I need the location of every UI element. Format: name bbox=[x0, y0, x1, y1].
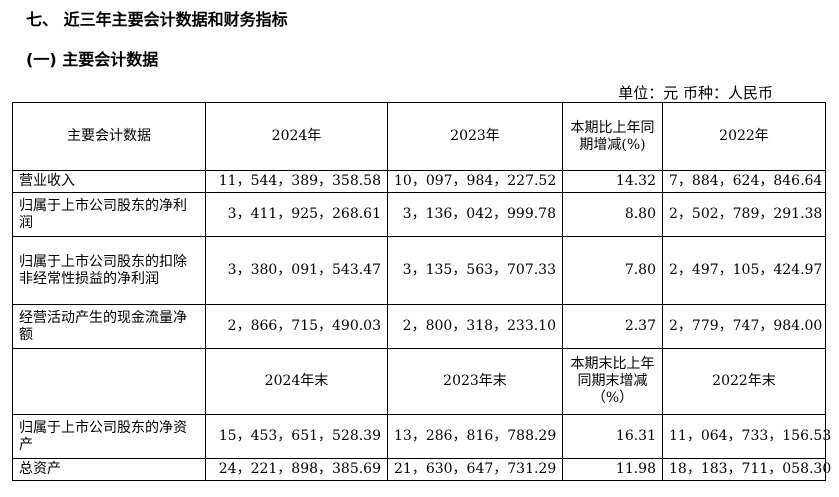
value-cell: 2，502，789，291.38 bbox=[662, 192, 826, 237]
value-cell: 3，136，042，999.78 bbox=[387, 192, 563, 237]
header-cell: 2023年 bbox=[387, 102, 563, 171]
value-cell: 2，497，105，424.97 bbox=[662, 236, 826, 305]
header-cell bbox=[12, 348, 206, 415]
table-row: 归属于上市公司股东的净利润 3，411，925，268.61 3，136，042… bbox=[12, 192, 826, 237]
change-cell: 11.98 bbox=[562, 458, 663, 481]
header-cell: 主要会计数据 bbox=[12, 102, 206, 171]
table-row: 归属于上市公司股东的净资产 15，453，651，528.39 13，286，8… bbox=[12, 414, 831, 459]
row-label: 营业收入 bbox=[12, 170, 206, 193]
accounting-data-table: 主要会计数据 2024年 2023年 本期比上年同期增减(%) 2022年 营业… bbox=[12, 102, 831, 481]
value-cell: 24，221，898，385.69 bbox=[205, 458, 388, 481]
value-cell: 3，411，925，268.61 bbox=[205, 192, 388, 237]
subsection-heading: (一) 主要会计数据 bbox=[26, 50, 159, 69]
value-cell: 3，380，091，543.47 bbox=[205, 236, 388, 305]
row-label: 总资产 bbox=[12, 458, 206, 481]
value-cell: 2，779，747，984.00 bbox=[662, 304, 826, 349]
value-cell: 13，286，816，788.29 bbox=[387, 414, 563, 459]
header-cell: 2022年末 bbox=[662, 348, 826, 415]
table-header-row: 2024年末 2023年末 本期末比上年同期末增减（%） 2022年末 bbox=[12, 348, 826, 415]
row-label: 归属于上市公司股东的扣除非经常性损益的净利润 bbox=[12, 236, 206, 305]
value-cell: 21，630，647，731.29 bbox=[387, 458, 563, 481]
header-cell: 2024年 bbox=[205, 102, 388, 171]
value-cell: 15，453，651，528.39 bbox=[205, 414, 388, 459]
row-label: 归属于上市公司股东的净利润 bbox=[12, 192, 206, 237]
change-cell: 8.80 bbox=[562, 192, 663, 237]
value-cell: 3，135，563，707.33 bbox=[387, 236, 563, 305]
value-cell: 11，544，389，358.58 bbox=[205, 170, 388, 193]
table-row: 归属于上市公司股东的扣除非经常性损益的净利润 3，380，091，543.47 … bbox=[12, 236, 826, 305]
unit-label: 单位：元 币种：人民币 bbox=[618, 84, 773, 102]
table-header-row: 主要会计数据 2024年 2023年 本期比上年同期增减(%) 2022年 bbox=[12, 102, 826, 171]
section-heading: 七、 近三年主要会计数据和财务指标 bbox=[26, 10, 288, 29]
change-cell: 14.32 bbox=[562, 170, 663, 193]
row-label: 归属于上市公司股东的净资产 bbox=[12, 414, 206, 459]
value-cell: 10，097，984，227.52 bbox=[387, 170, 563, 193]
table-row: 经营活动产生的现金流量净额 2，866，715，490.03 2，800，318… bbox=[12, 304, 826, 349]
change-cell: 16.31 bbox=[562, 414, 663, 459]
header-cell: 本期末比上年同期末增减（%） bbox=[562, 348, 663, 415]
header-cell: 2023年末 bbox=[387, 348, 563, 415]
table-row: 总资产 24，221，898，385.69 21，630，647，731.29 … bbox=[12, 458, 831, 481]
table-row: 营业收入 11，544，389，358.58 10，097，984，227.52… bbox=[12, 170, 826, 193]
value-cell: 2，866，715，490.03 bbox=[205, 304, 388, 349]
value-cell: 2，800，318，233.10 bbox=[387, 304, 563, 349]
value-cell: 18，183，711，058.30 bbox=[662, 458, 831, 481]
row-label: 经营活动产生的现金流量净额 bbox=[12, 304, 206, 349]
change-cell: 7.80 bbox=[562, 236, 663, 305]
change-cell: 2.37 bbox=[562, 304, 663, 349]
header-cell: 2024年末 bbox=[205, 348, 388, 415]
header-cell: 本期比上年同期增减(%) bbox=[562, 102, 663, 171]
value-cell: 7，884，624，846.64 bbox=[662, 170, 826, 193]
header-cell: 2022年 bbox=[662, 102, 826, 171]
value-cell: 11，064，733，156.53 bbox=[662, 414, 831, 459]
